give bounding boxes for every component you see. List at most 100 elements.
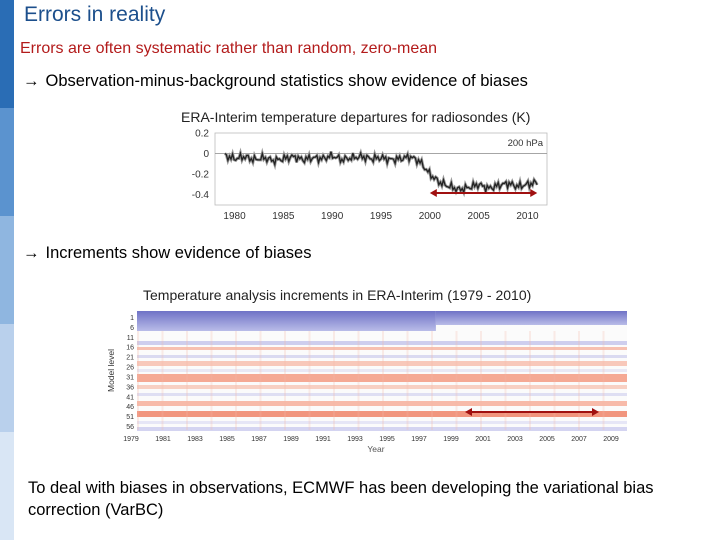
heat-streak <box>602 331 605 430</box>
heat-streak <box>406 331 409 430</box>
y-tick-label: 56 <box>126 424 134 431</box>
x-tick-label: 1989 <box>283 436 299 443</box>
y-tick-label: 16 <box>126 345 134 352</box>
heat-streak <box>284 331 286 430</box>
sidebar-accent <box>0 0 14 540</box>
x-tick-label: 2001 <box>475 436 491 443</box>
heat-streak <box>308 331 311 430</box>
heat-band <box>137 401 627 406</box>
x-tick-label: 1980 <box>223 211 246 222</box>
heat-streak <box>333 331 335 430</box>
x-tick-label: 1999 <box>443 436 459 443</box>
heat-band <box>137 369 627 372</box>
heat-band <box>137 347 627 350</box>
sidebar-block <box>0 432 14 540</box>
x-tick-label: 1997 <box>411 436 427 443</box>
x-tick-label: 1985 <box>272 211 295 222</box>
heat-band <box>137 411 627 417</box>
sidebar-block <box>0 0 14 108</box>
x-tick-label: 2005 <box>539 436 555 443</box>
arrow-head-left <box>465 408 472 416</box>
y-tick-label: 51 <box>126 414 134 421</box>
heat-streak <box>529 331 531 430</box>
bullet-text: Increments show evidence of biases <box>45 244 312 262</box>
departures-line-chart: 0.2 0 -0.2 -0.4 1980 1985 1990 1995 2000 2005 201… <box>192 129 548 222</box>
bullet-text: Observation-minus-background statistics … <box>45 72 528 90</box>
heat-band-upper-blue <box>435 311 627 325</box>
x-tick-label: 1990 <box>321 211 344 222</box>
heat-streak <box>210 331 213 430</box>
x-tick-label: 2007 <box>571 436 587 443</box>
y-tick-label: 46 <box>126 404 134 411</box>
y-tick-label: 26 <box>126 365 134 372</box>
heat-band <box>137 421 627 424</box>
slide-title: Errors in reality <box>24 3 166 26</box>
bullet-omb-biases: → Observation-minus-background statistics… <box>23 72 528 91</box>
plot-frame <box>214 132 548 206</box>
y-axis-label: Model level <box>106 349 116 392</box>
arrow-icon: → <box>23 244 40 262</box>
heat-streak <box>455 331 458 430</box>
heat-band <box>137 374 627 382</box>
arrow-head-left <box>429 189 437 197</box>
heat-band <box>137 361 627 366</box>
heat-streak <box>186 331 188 430</box>
y-tick-label: 11 <box>127 335 134 342</box>
heat-streak <box>553 331 556 430</box>
heat-band <box>137 341 627 345</box>
heat-band <box>137 385 627 389</box>
heat-streak <box>431 331 433 430</box>
x-tick-label: 1991 <box>315 436 331 443</box>
heat-streak <box>357 331 360 430</box>
x-tick-label: 1983 <box>187 436 203 443</box>
heat-streak <box>161 331 164 430</box>
y-tick-label: -0.2 <box>192 170 210 181</box>
arrow-icon: → <box>23 72 40 90</box>
y-tick-label: 41 <box>126 394 134 401</box>
chart2-caption: Temperature analysis increments in ERA-I… <box>143 287 532 303</box>
heat-streak <box>504 331 507 430</box>
y-tick-label: -0.4 <box>192 190 210 201</box>
heat-streak <box>480 331 482 430</box>
heat-band-upper-blue <box>137 311 436 331</box>
heat-streak <box>578 331 580 430</box>
series-line <box>224 150 538 195</box>
x-axis-label: Year <box>367 444 384 454</box>
bullet-increment-biases: → Increments show evidence of biases <box>23 244 311 263</box>
heat-band <box>137 427 627 431</box>
arrow-head-right <box>530 189 538 197</box>
y-tick-label: 36 <box>126 384 134 391</box>
x-tick-label: 2003 <box>507 436 523 443</box>
x-tick-label: 1995 <box>370 211 393 222</box>
x-tick-label: 1981 <box>155 436 171 443</box>
heat-band <box>137 355 627 358</box>
y-tick-label: 0 <box>203 149 209 160</box>
heat-band <box>137 393 627 396</box>
y-tick-label: 31 <box>126 374 134 381</box>
conclusion-text: To deal with biases in observations, ECM… <box>28 479 654 519</box>
heat-streak <box>235 331 237 430</box>
arrow-head-right <box>592 408 599 416</box>
y-tick-label: 0.2 <box>195 129 209 140</box>
x-tick-label: 1985 <box>219 436 235 443</box>
y-tick-label: 21 <box>126 355 134 362</box>
y-tick-label: 1 <box>130 315 134 322</box>
x-tick-label: 1995 <box>379 436 395 443</box>
heat-streak <box>382 331 384 430</box>
chart1-caption: ERA-Interim temperature departures for r… <box>181 109 531 125</box>
x-tick-label: 2010 <box>516 211 539 222</box>
x-tick-label: 2005 <box>468 211 491 222</box>
x-tick-label: 1993 <box>347 436 363 443</box>
heat-streak <box>137 331 139 430</box>
x-tick-label: 2000 <box>419 211 442 222</box>
sidebar-block <box>0 324 14 432</box>
x-tick-label: 1979 <box>123 436 139 443</box>
y-tick-label: 6 <box>130 325 134 332</box>
sidebar-block <box>0 108 14 216</box>
pressure-level-label: 200 hPa <box>508 138 544 149</box>
sidebar-block <box>0 216 14 324</box>
heat-streak <box>259 331 262 430</box>
x-tick-label: 1987 <box>251 436 267 443</box>
slide-subtitle: Errors are often systematic rather than … <box>20 40 438 57</box>
